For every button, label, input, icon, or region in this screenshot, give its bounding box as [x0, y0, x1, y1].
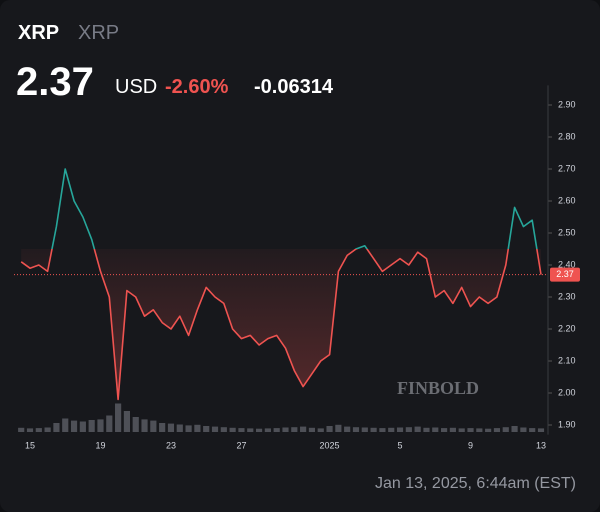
volume-bar [229, 427, 236, 432]
volume-bar [70, 420, 78, 432]
volume-bar [493, 428, 501, 432]
timestamp: Jan 13, 2025, 6:44am (EST) [375, 475, 576, 492]
change-percent: -2.60% [165, 76, 229, 98]
y-tick-label: 2.40 [558, 259, 576, 269]
volume-bar [520, 427, 527, 432]
volume-bar [476, 428, 483, 432]
x-tick-label: 9 [468, 440, 473, 450]
volume-bar [405, 427, 412, 432]
x-tick-label: 19 [95, 440, 105, 450]
volume-bar [141, 419, 148, 432]
watermark: FINBOLD [397, 378, 479, 398]
y-tick-label: 2.70 [558, 163, 576, 173]
volume-bar [502, 427, 509, 432]
x-tick-label: 23 [166, 440, 176, 450]
x-tick-label: 2025 [320, 440, 340, 450]
last-price-label: 2.37 [556, 269, 574, 279]
volume-bar [203, 426, 210, 432]
volume-bar [396, 427, 404, 432]
volume-bar [441, 428, 448, 432]
y-tick-label: 1.90 [558, 419, 576, 429]
volume-bar [449, 427, 456, 432]
y-tick-label: 2.80 [558, 131, 576, 141]
y-tick-label: 2.60 [558, 195, 576, 205]
volume-bar [361, 427, 368, 432]
volume-bar [115, 403, 122, 432]
volume-bar [79, 421, 86, 432]
volume-bar [388, 427, 395, 432]
volume-bar [238, 428, 245, 432]
volume-bar [352, 427, 360, 432]
volume-bar [273, 428, 280, 432]
price: 2.37 [16, 60, 94, 104]
volume-bar [97, 419, 104, 432]
volume-bar [467, 428, 474, 432]
volume-bar [26, 428, 34, 432]
y-tick-label: 2.00 [558, 387, 576, 397]
volume-bar [211, 426, 219, 432]
volume-bar [132, 417, 139, 432]
volume-bar [370, 427, 377, 432]
volume-bar [326, 426, 333, 432]
volume-bar [18, 427, 25, 432]
x-tick-label: 27 [236, 440, 246, 450]
volume-bar [247, 428, 254, 432]
change: -0.06314 [254, 76, 333, 98]
volume-bar [344, 426, 351, 432]
x-tick-label: 13 [536, 440, 546, 450]
volume-bar [167, 423, 175, 432]
volume-bar [123, 411, 130, 432]
volume-bar [414, 426, 421, 432]
y-tick-label: 2.90 [558, 99, 576, 109]
last-price-tag [550, 267, 580, 282]
symbol: XRP [18, 22, 60, 44]
area [21, 249, 541, 400]
volume-bar [485, 428, 492, 432]
volume-bar [88, 420, 95, 432]
y-tick-label: 2.50 [558, 227, 576, 237]
volume-bar [255, 428, 263, 432]
volume-bar [194, 424, 201, 432]
volume-bar [185, 425, 192, 432]
volume-bar [335, 424, 342, 432]
volume-bar [379, 428, 386, 432]
volume-bar [150, 420, 157, 432]
volume-bar [44, 427, 51, 432]
volume-bar [53, 423, 60, 432]
volume-bar [432, 427, 439, 432]
volume-bar [62, 418, 69, 432]
x-tick-label: 5 [398, 440, 403, 450]
volume-bar [35, 428, 42, 432]
price-line [20, 168, 542, 401]
volume-bar [308, 427, 316, 432]
volume-bar [106, 415, 113, 432]
volume-bar [291, 427, 298, 432]
x-tick-label: 15 [25, 440, 35, 450]
volume-bar [300, 426, 307, 432]
volume-bar [529, 428, 536, 432]
volume-bar [176, 424, 183, 432]
volume-bar [537, 428, 545, 432]
y-tick-label: 2.10 [558, 355, 576, 365]
volume-bar [458, 428, 465, 432]
volume-bar [423, 427, 430, 432]
volume-bar [317, 428, 324, 432]
asset-name: XRP [78, 22, 120, 44]
volume-bar [220, 427, 227, 432]
y-tick-label: 2.20 [558, 323, 576, 333]
currency: USD [115, 76, 158, 98]
y-tick-label: 2.30 [558, 291, 576, 301]
volume-bar [264, 428, 271, 432]
volume-bar [159, 423, 166, 432]
chart: FINBOLD 1.90 2.00 2.10 2.20 2.30 2.40 2.50 2.60… [14, 85, 580, 450]
volume-bar [511, 426, 518, 432]
volume-bar [282, 427, 289, 432]
